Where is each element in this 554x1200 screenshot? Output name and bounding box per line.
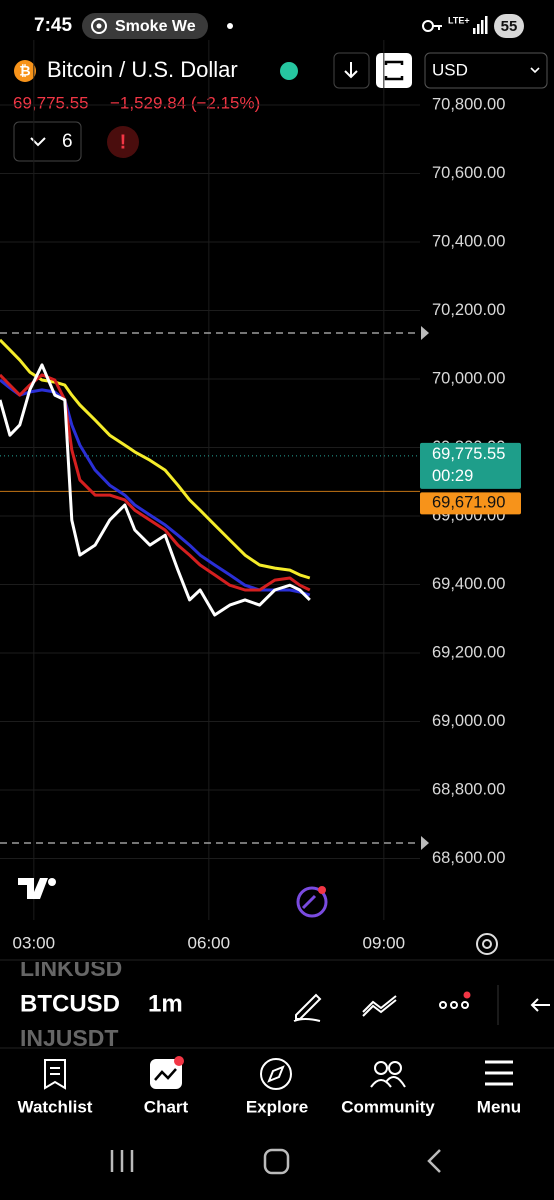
indicator-count: 6	[62, 131, 73, 152]
plot	[0, 338, 420, 617]
header-change: −1,529.84 (−2.15%)	[110, 93, 260, 112]
reference-price-badge	[420, 492, 521, 515]
more-icon[interactable]	[439, 1001, 469, 1009]
header-price: 69,775.55	[13, 93, 89, 112]
y-tick-label: 68,800.00	[432, 780, 505, 798]
currency: USD	[432, 60, 468, 79]
toolbar-interval[interactable]: 1m	[148, 990, 183, 1017]
tab-label[interactable]: Menu	[477, 1097, 521, 1116]
price-line	[0, 373, 311, 592]
x-tick-label: 09:00	[363, 933, 406, 952]
notification-pill	[82, 13, 208, 39]
notification-icon	[91, 18, 107, 34]
y-tick-label: 70,800.00	[432, 95, 505, 113]
last-price-label: 69,775.55	[432, 445, 505, 463]
symbol-next[interactable]: INJUSDT	[20, 1025, 118, 1051]
draw-icon[interactable]	[293, 993, 322, 1022]
tab-label[interactable]: Watchlist	[18, 1097, 93, 1116]
currency-caret	[530, 67, 540, 74]
nav-back[interactable]	[427, 1149, 441, 1173]
last-price-badge	[420, 442, 521, 489]
alert-glyph: !	[120, 131, 127, 153]
fullscreen-button[interactable]	[376, 53, 412, 88]
battery	[494, 14, 524, 38]
x-tick-label: 03:00	[13, 933, 56, 952]
price-line	[0, 363, 311, 617]
indicator-icon[interactable]	[362, 995, 397, 1017]
settings-icon-center	[482, 939, 492, 949]
more-badge	[463, 991, 471, 999]
y-tick-label: 70,400.00	[432, 232, 505, 250]
status-time: 7:45	[34, 15, 72, 36]
reference-price-label: 69,671.90	[432, 494, 505, 512]
alert-icon[interactable]	[107, 126, 139, 158]
grid	[0, 40, 420, 920]
symbol-prev[interactable]: LINKUSD	[20, 955, 122, 981]
fullscreen-icon	[384, 60, 404, 81]
y-tick-label: 70,600.00	[432, 164, 505, 182]
price-line	[0, 378, 311, 597]
tradingview-logo-dot	[48, 878, 56, 886]
tab-label[interactable]: Chart	[144, 1097, 189, 1116]
community-icon	[370, 1061, 406, 1088]
explore-icon-needle	[267, 1065, 285, 1083]
countdown-label: 00:29	[432, 467, 473, 485]
assistant-badge	[318, 886, 326, 894]
bitcoin-glyph: ₿	[19, 63, 30, 79]
toolbar-symbol[interactable]: BTCUSD	[20, 990, 120, 1017]
nav-home[interactable]	[263, 1148, 290, 1175]
chart-tab-icon-line	[154, 1068, 177, 1081]
chart-tab-badge	[174, 1056, 184, 1066]
range-bottom-handle[interactable]	[421, 836, 429, 850]
status-dot	[227, 23, 233, 29]
indicators-button[interactable]	[13, 121, 82, 162]
tradingview-logo	[18, 878, 48, 899]
y-tick-label: 70,000.00	[432, 369, 505, 387]
symbol-name[interactable]: Bitcoin / U.S. Dollar	[47, 57, 238, 82]
y-tick-label: 70,200.00	[432, 301, 505, 319]
nav-recent[interactable]	[110, 1150, 134, 1172]
settings-icon[interactable]	[476, 933, 498, 955]
explore-icon	[260, 1058, 292, 1090]
x-tick-label: 06:00	[188, 933, 231, 952]
market-status	[280, 62, 298, 80]
signal-icon	[473, 16, 488, 34]
undo-icon[interactable]	[530, 998, 550, 1012]
assistant-icon[interactable]	[296, 886, 328, 918]
axes: 70,800.00 70,600.00 70,400.00 70,200.00 70,0…	[13, 95, 521, 952]
key-icon	[422, 20, 442, 32]
y-tick-label: 69,000.00	[432, 712, 505, 730]
y-tick-label: 69,400.00	[432, 575, 505, 593]
tab-label[interactable]: Explore	[246, 1097, 308, 1116]
price-line	[0, 338, 311, 580]
watchlist-icon	[44, 1059, 66, 1090]
notification-icon-dot	[96, 23, 102, 29]
y-tick-label: 69,200.00	[432, 643, 505, 661]
tab-label[interactable]: Community	[341, 1097, 435, 1116]
assistant-icon-bolt	[301, 894, 317, 910]
notification-text: Smoke We	[115, 18, 196, 35]
tab-bar: Watchlist Chart Explore Community Menu	[18, 1097, 522, 1116]
bitcoin-icon	[14, 60, 36, 82]
network-type: LTE+	[448, 15, 470, 25]
menu-icon	[485, 1060, 513, 1086]
down-arrow-icon	[344, 62, 358, 79]
currency-select[interactable]	[424, 52, 548, 89]
battery-level: 55	[501, 18, 518, 35]
range-top-handle[interactable]	[421, 326, 429, 340]
chart-tab-icon	[150, 1059, 182, 1089]
y-tick-label: 68,600.00	[432, 849, 505, 867]
